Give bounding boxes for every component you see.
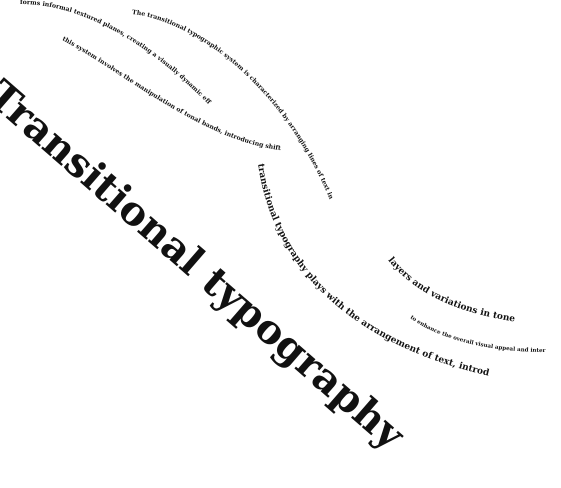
textpath-layers-tone: layers and variations in tone: [386, 256, 516, 325]
text-line-layers-tone: layers and variations in tone: [386, 256, 516, 325]
